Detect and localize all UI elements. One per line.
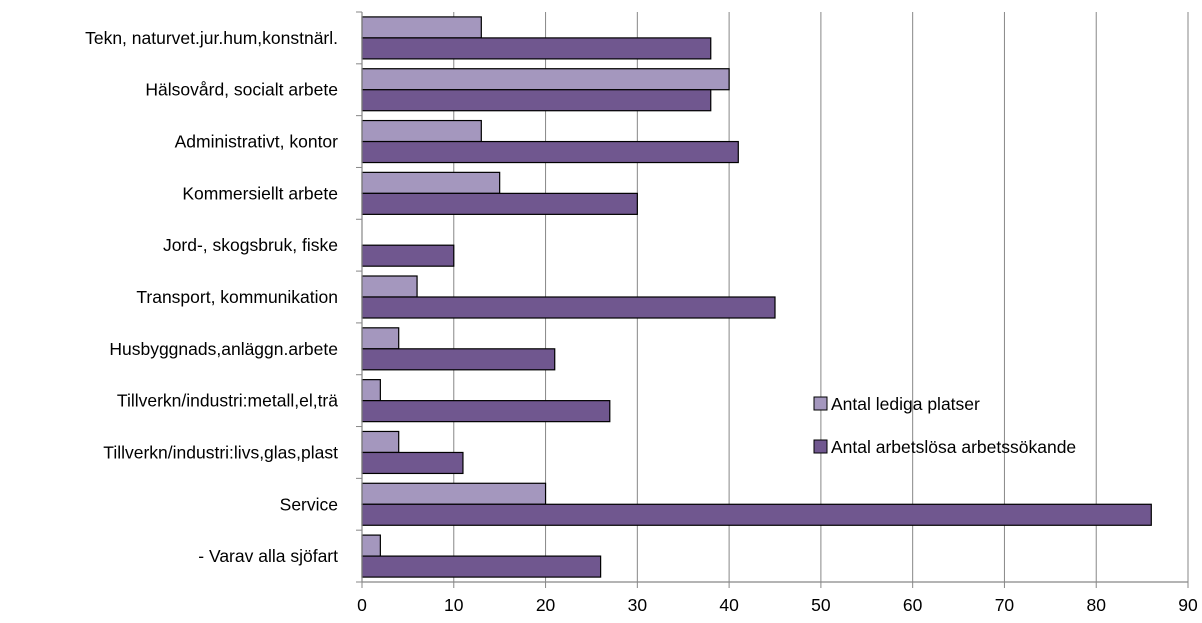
category-label: Hälsovård, socialt arbete	[145, 80, 338, 100]
bar-lediga-platser	[361, 379, 381, 402]
bar-lediga-platser	[361, 534, 381, 557]
bar-arbetslosa	[361, 192, 638, 215]
legend-swatch	[813, 396, 828, 411]
category-labels: Tekn, naturvet.jur.hum,konstnärl. Hälsovå…	[85, 28, 338, 566]
x-tick-label: 10	[444, 595, 464, 615]
bar-lediga-platser	[361, 171, 501, 194]
bar-arbetslosa	[361, 140, 739, 164]
legend: Antal lediga platser Antal arbetslösa arb…	[813, 394, 1076, 457]
bar-lediga-platser	[361, 275, 418, 298]
category-label: Service	[280, 494, 338, 514]
bar-arbetslosa	[361, 348, 556, 371]
category-label: Husbyggnads,anläggn.arbete	[109, 339, 338, 359]
bar-arbetslosa	[361, 451, 464, 475]
legend-label: Antal lediga platser	[831, 394, 980, 414]
bar-arbetslosa	[361, 400, 611, 423]
x-tick-label: 80	[1086, 595, 1106, 615]
bar-arbetslosa	[361, 503, 1152, 526]
x-tick-label: 30	[628, 595, 648, 615]
legend-label: Antal arbetslösa arbetssökande	[831, 437, 1076, 457]
category-label: Jord-, skogsbruk, fiske	[163, 235, 338, 255]
x-tick-label: 40	[719, 595, 739, 615]
x-tick-label: 20	[536, 595, 556, 615]
x-tick-label: 60	[903, 595, 923, 615]
x-tick-labels: 0 10 20 30 40 50 60 70 80 90	[357, 595, 1198, 615]
bar-lediga-platser	[361, 119, 482, 143]
x-tick-label: 90	[1178, 595, 1198, 615]
category-label: Tillverkn/industri:metall,el,trä	[117, 391, 338, 411]
bar-arbetslosa	[361, 37, 712, 60]
axes	[356, 11, 1189, 588]
bar-lediga-platser	[361, 430, 400, 454]
bar-arbetslosa	[361, 244, 455, 267]
bar-lediga-platser	[361, 482, 547, 505]
category-label: - Varav alla sjöfart	[198, 546, 338, 566]
bar-arbetslosa	[361, 555, 602, 578]
category-label: Tillverkn/industri:livs,glas,plast	[103, 442, 338, 462]
x-tick-label: 70	[995, 595, 1015, 615]
bar-lediga-platser	[361, 68, 730, 91]
legend-swatch	[813, 439, 828, 454]
bar-arbetslosa	[361, 89, 712, 112]
category-label: Tekn, naturvet.jur.hum,konstnärl.	[85, 28, 338, 48]
bars	[361, 16, 1152, 578]
category-label: Kommersiellt arbete	[182, 183, 338, 203]
category-label: Transport, kommunikation	[136, 287, 338, 307]
bar-lediga-platser	[361, 16, 482, 39]
x-tick-label: 50	[811, 595, 831, 615]
x-tick-label: 0	[357, 595, 367, 615]
bar-lediga-platser	[361, 327, 400, 350]
bar-arbetslosa	[361, 296, 776, 319]
category-label: Administrativt, kontor	[175, 132, 339, 152]
